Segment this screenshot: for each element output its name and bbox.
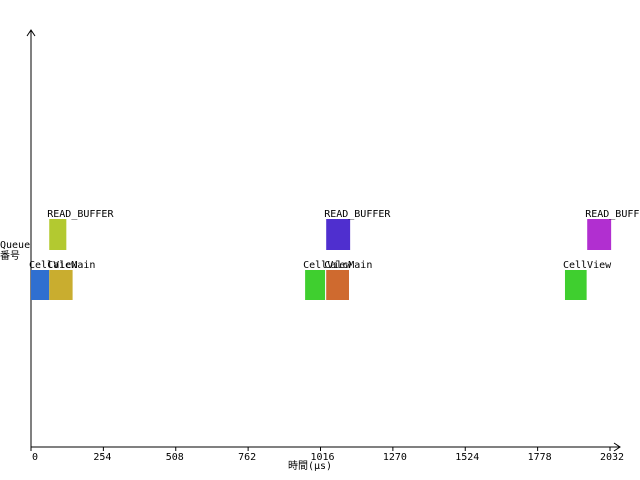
- x-axis-arrow: [613, 442, 621, 452]
- bar-label: CalcMain: [47, 260, 95, 271]
- y-axis-arrow: [26, 29, 36, 37]
- y-axis-label: Queue 番号: [0, 240, 30, 262]
- bar-label: CellView: [303, 260, 352, 271]
- x-tick-label: 0: [32, 452, 38, 463]
- bar-cellview: [31, 270, 50, 300]
- bar-label: READ_BUFFER: [324, 209, 391, 220]
- axes: [26, 29, 621, 452]
- bar-label: READ_BUFFER: [47, 209, 114, 220]
- x-tick-label: 1524: [455, 452, 479, 463]
- bar-cellview: [564, 270, 587, 300]
- bar-labels: READ_BUFFER READ_BUFFER READ_BUFFER CellVie…: [29, 209, 640, 271]
- bar-read-buffer: [587, 219, 612, 250]
- bars: [31, 219, 612, 300]
- bar-label: CellView: [563, 260, 612, 271]
- bar-label: READ_BUFFER: [585, 209, 640, 220]
- bar-calcmain: [49, 270, 73, 300]
- y-axis-label-line2: 番号: [0, 251, 20, 262]
- x-ticks: 0 254 508 762 1016 1270 1524 1778 2032: [30, 447, 624, 463]
- bar-label: CalcMain: [324, 260, 372, 271]
- bar-read-buffer: [326, 219, 351, 250]
- bar-calcmain: [326, 270, 349, 300]
- y-axis-label-line1: Queue: [0, 240, 31, 251]
- x-tick-label: 1016: [311, 452, 335, 463]
- x-tick-label: 1270: [383, 452, 407, 463]
- x-tick-label: 254: [93, 452, 111, 463]
- x-tick-label: 508: [166, 452, 184, 463]
- bar-cellview: [305, 270, 326, 300]
- x-tick-label: 2032: [600, 452, 624, 463]
- x-axis-label: 時間(μs): [288, 460, 332, 472]
- x-tick-label: 1778: [528, 452, 552, 463]
- x-tick-label: 762: [238, 452, 256, 463]
- bar-read-buffer: [49, 219, 67, 250]
- bar-label: CellView: [29, 260, 78, 271]
